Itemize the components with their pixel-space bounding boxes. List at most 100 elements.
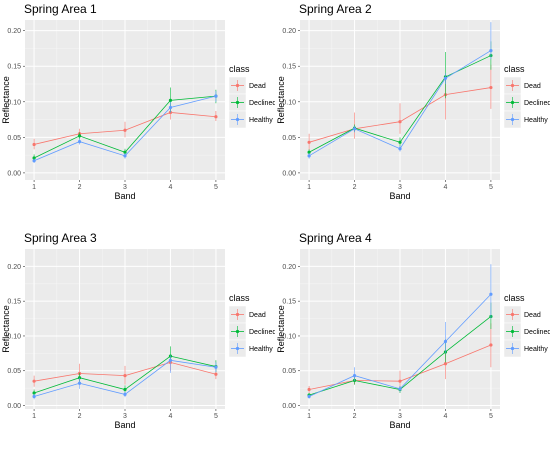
legend-label: Declined [524,329,550,336]
data-point [168,98,173,102]
x-tick-label: 2 [353,184,357,191]
legend-key-point [510,346,515,351]
data-point [398,379,402,383]
y-axis-label: Reflectance [1,76,11,124]
data-point [123,387,127,392]
data-point [77,140,82,144]
y-tick-label: 0.05 [282,135,296,142]
y-tick-label: 0.20 [7,28,21,35]
legend: class Dead Declined Healthy [228,293,275,358]
chart-svg: Spring Area 3 0.00 0.05 0.10 0.15 0.20 1 2 3 4 5 Ba… [1,231,275,430]
x-tick-label: 5 [489,184,493,191]
data-point [214,365,218,369]
data-point [123,374,127,378]
data-point [489,343,493,347]
x-axis-label: Band [389,420,410,430]
x-tick-label: 4 [444,184,448,191]
legend-item-dead: Dead [503,76,541,95]
chart-title: Spring Area 4 [299,231,372,245]
legend: class Dead Declined Healthy [228,64,275,129]
legend-label: Healthy [524,346,548,353]
legend-item-declined: Declined [228,93,275,112]
legend-key-point [235,83,240,88]
data-point [443,339,448,344]
x-tick-label: 4 [169,413,173,420]
y-tick-label: 0.05 [7,368,21,375]
legend-item-declined: Declined [503,93,550,112]
legend-item-healthy: Healthy [503,110,548,129]
data-point [307,154,311,158]
x-tick-label: 3 [123,413,127,420]
y-tick-label: 0.10 [7,333,21,340]
data-point [398,140,402,144]
chart-panel-3: Spring Area 3 0.00 0.05 0.10 0.15 0.20 1 2 3 4 5 Ba… [0,229,275,457]
x-axis-label: Band [114,191,135,201]
x-tick-label: 1 [307,184,311,191]
data-point [214,115,218,119]
data-point [352,127,357,131]
legend-label: Declined [249,100,275,107]
legend-label: Healthy [249,346,273,353]
chart-title: Spring Area 1 [24,2,97,16]
x-tick-label: 5 [214,184,218,191]
data-point [307,394,311,399]
data-point [352,374,357,378]
series-healthy [307,22,493,159]
data-point [77,134,82,138]
data-point [32,159,36,163]
x-tick-label: 4 [169,184,173,191]
chart-svg: Spring Area 2 0.00 0.05 0.10 0.15 0.20 1 2 3 4 5 Ba… [276,2,550,201]
legend-item-healthy: Healthy [228,339,273,358]
y-tick-label: 0.20 [282,28,296,35]
data-point [307,140,311,144]
y-tick-label: 0.05 [282,368,296,375]
legend-item-healthy: Healthy [228,110,273,129]
legend-item-dead: Dead [228,305,266,324]
x-tick-label: 2 [353,413,357,420]
legend-label: Dead [249,312,266,319]
legend-label: Declined [524,100,550,107]
y-tick-label: 0.00 [282,403,296,410]
legend-item-declined: Declined [228,322,275,341]
y-tick-label: 0.00 [7,403,21,410]
legend-key-point [510,329,515,334]
y-tick-label: 0.15 [7,64,21,71]
data-point [168,358,173,362]
x-tick-label: 1 [307,413,311,420]
x-axis-label: Band [389,191,410,201]
y-tick-label: 0.20 [282,264,296,271]
x-tick-label: 2 [78,413,82,420]
y-tick-label: 0.00 [7,170,21,177]
y-axis-label: Reflectance [276,305,286,353]
x-axis-label: Band [114,420,135,430]
data-point [123,392,127,396]
legend-title: class [504,293,525,303]
legend-title: class [229,64,250,74]
data-point [214,94,218,98]
legend-key-point [510,312,515,317]
data-point [443,76,448,80]
data-point [489,85,493,90]
data-point [123,150,127,154]
legend-item-dead: Dead [503,305,541,324]
legend-label: Dead [524,312,541,319]
data-point [443,362,448,366]
data-point [168,105,173,110]
x-tick-label: 3 [123,184,127,191]
data-point [32,394,36,399]
data-point [307,387,311,392]
x-tick-label: 2 [78,184,82,191]
data-point [398,387,402,391]
x-tick-label: 1 [32,184,36,191]
legend-item-dead: Dead [228,76,266,95]
x-tick-label: 3 [398,413,402,420]
legend-title: class [504,64,525,74]
legend-label: Healthy [524,117,548,124]
data-point [489,292,493,296]
legend-key-point [510,117,515,122]
legend-key-point [510,100,515,105]
legend: class Dead Declined Healthy [503,293,550,358]
y-tick-label: 0.10 [282,333,296,340]
x-tick-label: 3 [398,184,402,191]
legend-key-point [510,83,515,88]
